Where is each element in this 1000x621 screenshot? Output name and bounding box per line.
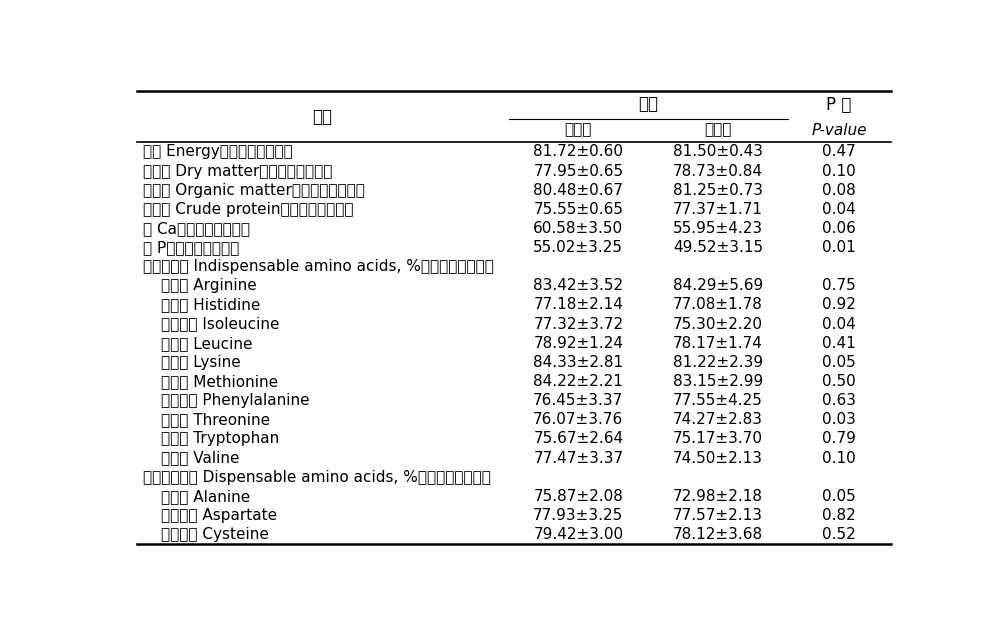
Text: P 值: P 值 xyxy=(826,96,852,114)
Text: 0.04: 0.04 xyxy=(822,317,856,332)
Text: 天冬氨酸 Aspartate: 天冬氨酸 Aspartate xyxy=(161,508,278,523)
Text: 苏氨酸 Threonine: 苏氨酸 Threonine xyxy=(161,412,271,427)
Text: 77.57±2.13: 77.57±2.13 xyxy=(673,508,763,523)
Text: 干物质 Dry matter（全消化道水平）: 干物质 Dry matter（全消化道水平） xyxy=(143,163,332,179)
Text: 77.95±0.65: 77.95±0.65 xyxy=(533,163,623,179)
Text: 76.07±3.76: 76.07±3.76 xyxy=(533,412,624,427)
Text: 75.17±3.70: 75.17±3.70 xyxy=(673,432,763,446)
Text: 0.82: 0.82 xyxy=(822,508,856,523)
Text: 0.50: 0.50 xyxy=(822,374,856,389)
Text: 粗蛋白 Crude protein（全消化道水平）: 粗蛋白 Crude protein（全消化道水平） xyxy=(143,202,353,217)
Text: 有机物 Organic matter（全消化道水平）: 有机物 Organic matter（全消化道水平） xyxy=(143,183,365,197)
Text: 0.05: 0.05 xyxy=(822,489,856,504)
Text: 半胱氨酸 Cysteine: 半胱氨酸 Cysteine xyxy=(161,527,269,542)
Text: 0.05: 0.05 xyxy=(822,355,856,370)
Text: 78.17±1.74: 78.17±1.74 xyxy=(673,336,763,351)
Text: 84.33±2.81: 84.33±2.81 xyxy=(533,355,623,370)
Text: 81.50±0.43: 81.50±0.43 xyxy=(673,145,763,160)
Text: 55.95±4.23: 55.95±4.23 xyxy=(673,221,763,236)
Text: 0.04: 0.04 xyxy=(822,202,856,217)
Text: 78.73±0.84: 78.73±0.84 xyxy=(673,163,763,179)
Text: 试验组: 试验组 xyxy=(565,122,592,138)
Text: 0.08: 0.08 xyxy=(822,183,856,197)
Text: 77.47±3.37: 77.47±3.37 xyxy=(533,450,623,466)
Text: 0.03: 0.03 xyxy=(822,412,856,427)
Text: 83.42±3.52: 83.42±3.52 xyxy=(533,278,623,293)
Text: 55.02±3.25: 55.02±3.25 xyxy=(533,240,623,255)
Text: 74.27±2.83: 74.27±2.83 xyxy=(673,412,763,427)
Text: 精氨酸 Arginine: 精氨酸 Arginine xyxy=(161,278,257,293)
Text: 缬氨酸 Valine: 缬氨酸 Valine xyxy=(161,450,240,466)
Text: 77.32±3.72: 77.32±3.72 xyxy=(533,317,623,332)
Text: 赖氨酸 Lysine: 赖氨酸 Lysine xyxy=(161,355,241,370)
Text: P-value: P-value xyxy=(811,122,867,138)
Text: 75.87±2.08: 75.87±2.08 xyxy=(533,489,623,504)
Text: 77.18±2.14: 77.18±2.14 xyxy=(533,297,623,312)
Text: 77.37±1.71: 77.37±1.71 xyxy=(673,202,763,217)
Text: 0.75: 0.75 xyxy=(822,278,856,293)
Text: 必需氨基酸 Indispensable amino acids, %（回肠末端水平）: 必需氨基酸 Indispensable amino acids, %（回肠末端水… xyxy=(143,259,494,274)
Text: 75.67±2.64: 75.67±2.64 xyxy=(533,432,623,446)
Text: 79.42±3.00: 79.42±3.00 xyxy=(533,527,623,542)
Text: 对照组: 对照组 xyxy=(704,122,732,138)
Text: 75.30±2.20: 75.30±2.20 xyxy=(673,317,763,332)
Text: 84.22±2.21: 84.22±2.21 xyxy=(533,374,623,389)
Text: 0.92: 0.92 xyxy=(822,297,856,312)
Text: 处理: 处理 xyxy=(638,94,658,112)
Text: 78.12±3.68: 78.12±3.68 xyxy=(673,527,763,542)
Text: 78.92±1.24: 78.92±1.24 xyxy=(533,336,623,351)
Text: 丙氨酸 Alanine: 丙氨酸 Alanine xyxy=(161,489,251,504)
Text: 0.79: 0.79 xyxy=(822,432,856,446)
Text: 指标: 指标 xyxy=(313,108,333,126)
Text: 75.55±0.65: 75.55±0.65 xyxy=(533,202,623,217)
Text: 蛋氨酸 Methionine: 蛋氨酸 Methionine xyxy=(161,374,279,389)
Text: 组氨酸 Histidine: 组氨酸 Histidine xyxy=(161,297,261,312)
Text: 0.01: 0.01 xyxy=(822,240,856,255)
Text: 0.47: 0.47 xyxy=(822,145,856,160)
Text: 83.15±2.99: 83.15±2.99 xyxy=(673,374,763,389)
Text: 异亮氨酸 Isoleucine: 异亮氨酸 Isoleucine xyxy=(161,317,280,332)
Text: 非必需氨基酸 Dispensable amino acids, %（回肠末端水平）: 非必需氨基酸 Dispensable amino acids, %（回肠末端水平… xyxy=(143,469,491,484)
Text: 0.10: 0.10 xyxy=(822,163,856,179)
Text: 色氨酸 Tryptophan: 色氨酸 Tryptophan xyxy=(161,432,280,446)
Text: 钙 Ca（全消化道水平）: 钙 Ca（全消化道水平） xyxy=(143,221,250,236)
Text: 74.50±2.13: 74.50±2.13 xyxy=(673,450,763,466)
Text: 0.10: 0.10 xyxy=(822,450,856,466)
Text: 81.22±2.39: 81.22±2.39 xyxy=(673,355,763,370)
Text: 81.72±0.60: 81.72±0.60 xyxy=(533,145,623,160)
Text: 77.93±3.25: 77.93±3.25 xyxy=(533,508,624,523)
Text: 0.41: 0.41 xyxy=(822,336,856,351)
Text: 76.45±3.37: 76.45±3.37 xyxy=(533,393,624,408)
Text: 亮氨酸 Leucine: 亮氨酸 Leucine xyxy=(161,336,253,351)
Text: 苯丙氨酸 Phenylalanine: 苯丙氨酸 Phenylalanine xyxy=(161,393,310,408)
Text: 49.52±3.15: 49.52±3.15 xyxy=(673,240,763,255)
Text: 0.63: 0.63 xyxy=(822,393,856,408)
Text: 77.55±4.25: 77.55±4.25 xyxy=(673,393,763,408)
Text: 84.29±5.69: 84.29±5.69 xyxy=(673,278,763,293)
Text: 0.52: 0.52 xyxy=(822,527,856,542)
Text: 磷 P（全消化道水平）: 磷 P（全消化道水平） xyxy=(143,240,239,255)
Text: 77.08±1.78: 77.08±1.78 xyxy=(673,297,763,312)
Text: 80.48±0.67: 80.48±0.67 xyxy=(533,183,623,197)
Text: 能量 Energy（全消化道水平）: 能量 Energy（全消化道水平） xyxy=(143,145,293,160)
Text: 60.58±3.50: 60.58±3.50 xyxy=(533,221,623,236)
Text: 0.06: 0.06 xyxy=(822,221,856,236)
Text: 81.25±0.73: 81.25±0.73 xyxy=(673,183,763,197)
Text: 72.98±2.18: 72.98±2.18 xyxy=(673,489,763,504)
